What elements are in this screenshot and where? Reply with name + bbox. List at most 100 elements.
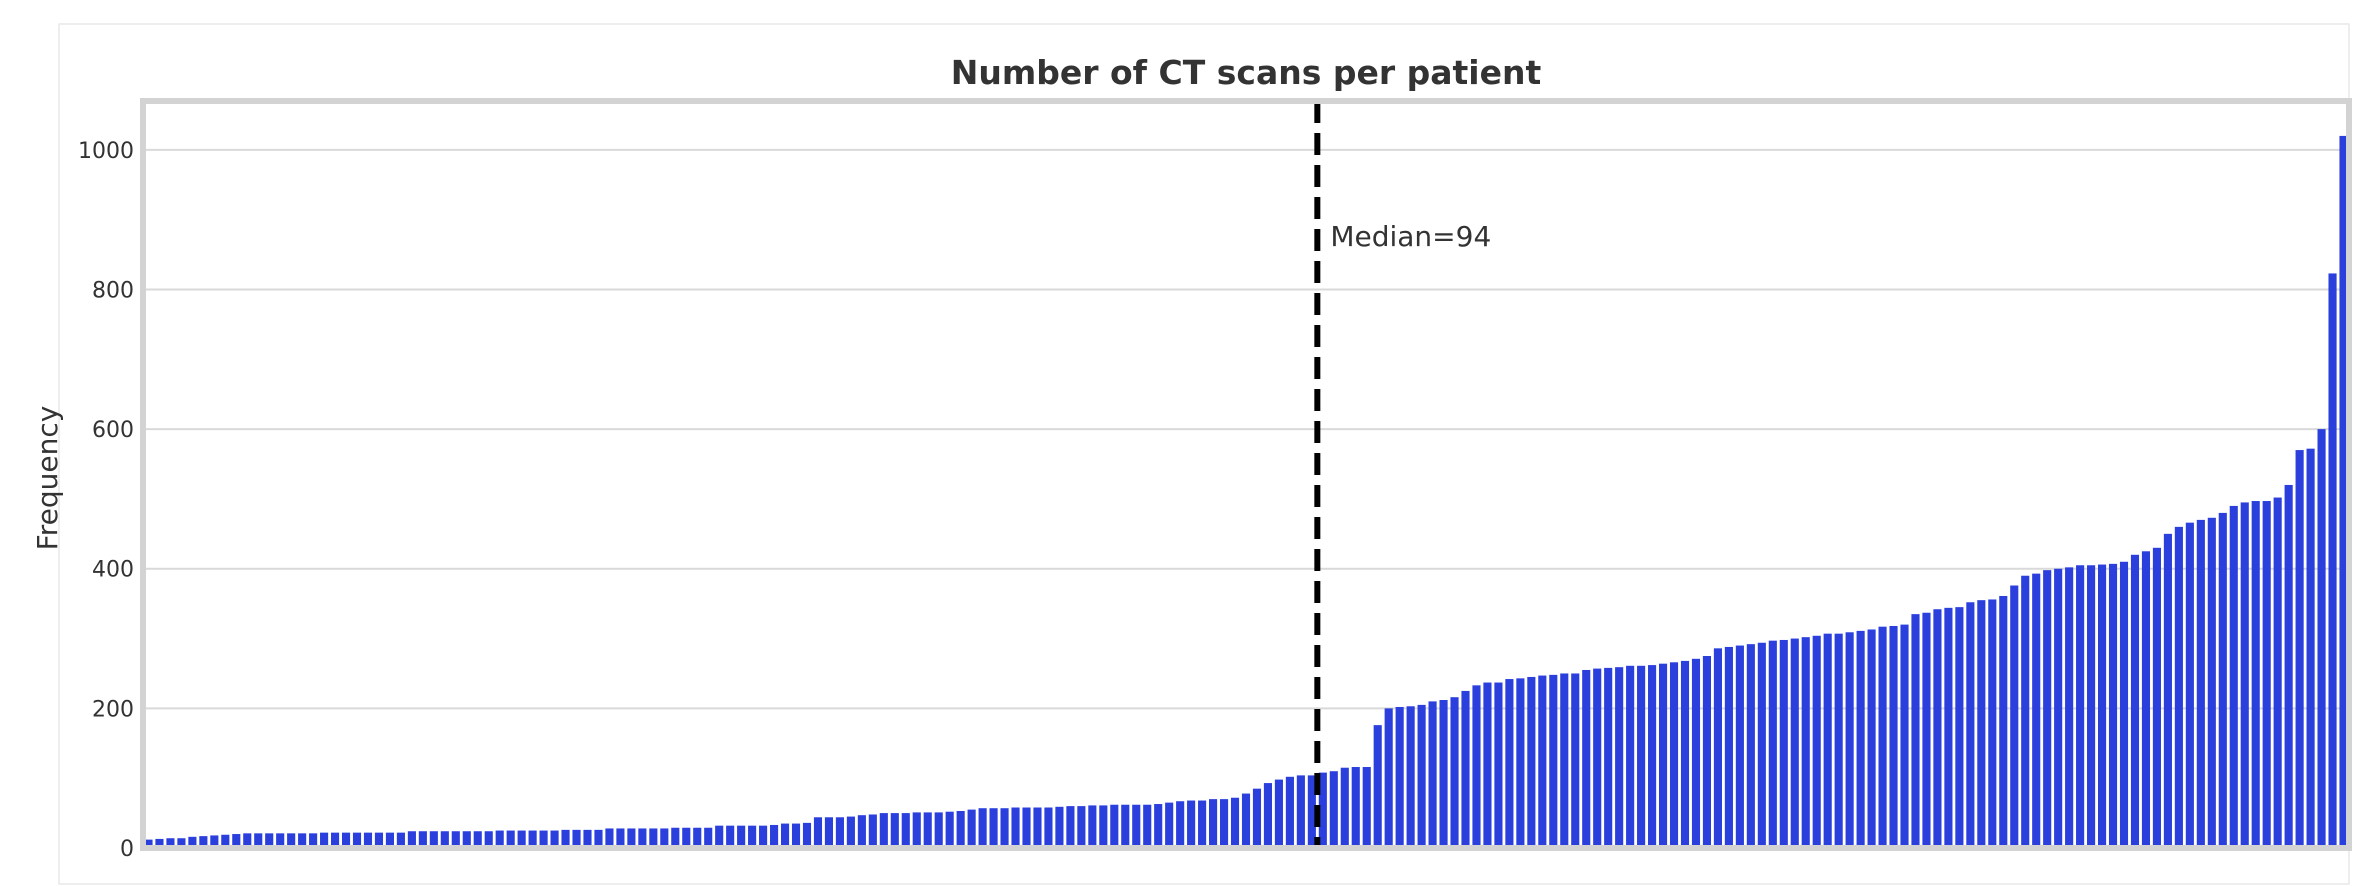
bar xyxy=(265,833,274,848)
bar xyxy=(967,809,976,848)
bar xyxy=(287,833,296,848)
bar xyxy=(1132,804,1141,848)
bar xyxy=(1066,806,1075,848)
bar xyxy=(638,828,647,848)
bar xyxy=(1187,800,1196,848)
bar xyxy=(1637,665,1646,848)
bar xyxy=(1099,805,1108,848)
bar xyxy=(901,813,910,848)
bar xyxy=(484,831,493,848)
bar xyxy=(2273,497,2282,848)
bar xyxy=(2032,573,2041,848)
bar xyxy=(1604,667,1613,848)
bar xyxy=(1889,625,1898,848)
bar xyxy=(737,825,746,848)
bar xyxy=(1088,805,1097,848)
bar xyxy=(1219,799,1229,848)
bar xyxy=(1900,624,1909,848)
bar xyxy=(177,838,186,848)
bar xyxy=(188,836,197,848)
bar xyxy=(1110,804,1119,848)
bar xyxy=(693,827,702,848)
bar xyxy=(1768,640,1777,848)
bar xyxy=(912,812,921,848)
bar xyxy=(2163,533,2172,848)
bar xyxy=(144,839,153,848)
bar xyxy=(1373,725,1382,848)
bar xyxy=(1648,665,1657,848)
bar xyxy=(1461,690,1470,848)
bar xyxy=(605,828,614,848)
bar xyxy=(2207,517,2216,848)
bar xyxy=(418,831,427,848)
bar xyxy=(1209,799,1218,848)
bar xyxy=(2130,554,2140,848)
bar xyxy=(1911,614,1920,848)
bar xyxy=(748,825,757,848)
bar xyxy=(2284,484,2293,848)
bar xyxy=(1307,775,1316,848)
bar xyxy=(2295,450,2304,848)
bar xyxy=(1165,802,1174,848)
bar xyxy=(1362,767,1371,848)
bar xyxy=(824,817,833,848)
bar xyxy=(2087,565,2096,848)
bar xyxy=(1351,767,1360,848)
bar xyxy=(791,823,801,848)
bar xyxy=(1285,776,1294,848)
bars xyxy=(144,135,2348,848)
bar xyxy=(1922,612,1931,848)
bar xyxy=(2108,563,2118,848)
bar xyxy=(1198,800,1207,848)
bar xyxy=(1044,807,1053,848)
bar xyxy=(298,833,307,848)
bar xyxy=(2076,565,2085,848)
bar xyxy=(2262,501,2271,848)
bar xyxy=(1417,704,1426,848)
bar xyxy=(331,832,340,848)
bar xyxy=(945,811,954,848)
bar xyxy=(1626,665,1635,848)
bar xyxy=(2098,564,2107,848)
bar xyxy=(956,811,965,848)
bar xyxy=(473,831,482,848)
bar xyxy=(1439,700,1448,848)
bar xyxy=(726,825,735,848)
bar xyxy=(1527,676,1536,848)
bar xyxy=(320,832,329,848)
bar xyxy=(243,833,252,848)
bar xyxy=(572,829,581,848)
bar xyxy=(1944,607,1953,848)
y-tick-label: 0 xyxy=(120,837,134,862)
bar xyxy=(813,817,823,848)
bar xyxy=(2065,567,2074,848)
bar xyxy=(1867,629,1876,848)
bar xyxy=(2021,575,2030,848)
bar xyxy=(232,834,241,848)
bar xyxy=(374,832,384,848)
bar xyxy=(2185,522,2194,848)
bar xyxy=(1395,706,1404,848)
bar xyxy=(539,830,548,848)
bar xyxy=(1845,632,1854,848)
bar xyxy=(254,833,263,848)
bar xyxy=(1384,708,1393,848)
chart-title: Number of CT scans per patient xyxy=(951,53,1542,92)
bar xyxy=(2229,505,2238,848)
bar xyxy=(1318,772,1327,848)
bar xyxy=(923,812,932,848)
bar xyxy=(616,828,625,848)
bar xyxy=(1428,701,1437,848)
bar xyxy=(1329,771,1338,848)
bar xyxy=(2152,547,2161,848)
bar xyxy=(1011,807,1020,848)
bar xyxy=(2251,501,2260,848)
bar xyxy=(1472,685,1481,848)
bar xyxy=(561,829,570,848)
y-tick-label: 400 xyxy=(92,558,134,583)
bar xyxy=(1121,804,1130,848)
bar xyxy=(495,830,504,848)
bar xyxy=(627,828,636,848)
bar xyxy=(1615,667,1624,848)
bar xyxy=(1702,656,1712,848)
